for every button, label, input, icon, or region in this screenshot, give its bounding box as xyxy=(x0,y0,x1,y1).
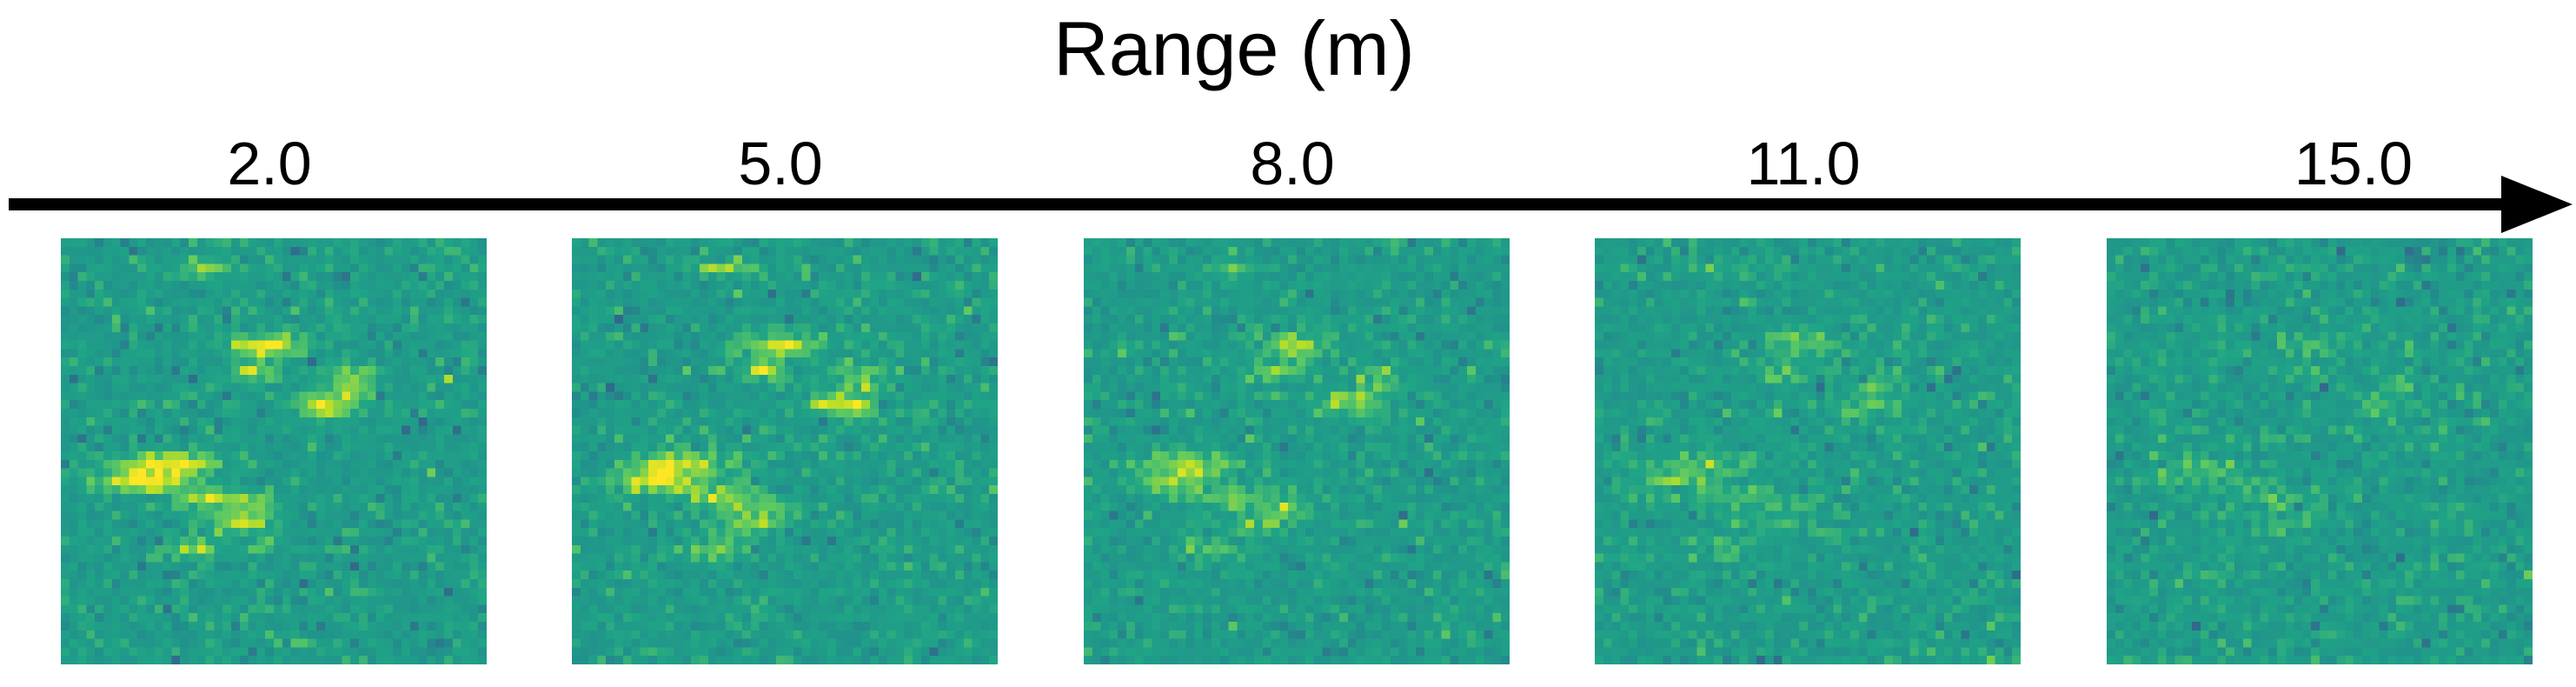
intensity-map-5 xyxy=(2107,238,2533,664)
range-label-5: 15.0 xyxy=(2294,130,2413,197)
intensity-panel-2 xyxy=(572,238,998,664)
range-axis-title: Range (m) xyxy=(1053,5,1415,91)
intensity-map-4 xyxy=(1595,238,2021,664)
range-arrow xyxy=(9,176,2573,233)
intensity-map-3 xyxy=(1084,238,1510,664)
range-arrow-head xyxy=(2501,176,2573,233)
range-label-4: 11.0 xyxy=(1746,130,1861,197)
intensity-map-1 xyxy=(61,238,487,664)
intensity-map-2 xyxy=(572,238,998,664)
range-label-1: 2.0 xyxy=(227,130,312,197)
intensity-panel-4 xyxy=(1595,238,2021,664)
range-label-3: 8.0 xyxy=(1250,130,1335,197)
intensity-panel-5 xyxy=(2107,238,2533,664)
intensity-panel-1 xyxy=(61,238,487,664)
intensity-panel-3 xyxy=(1084,238,1510,664)
range-label-2: 5.0 xyxy=(738,130,823,197)
